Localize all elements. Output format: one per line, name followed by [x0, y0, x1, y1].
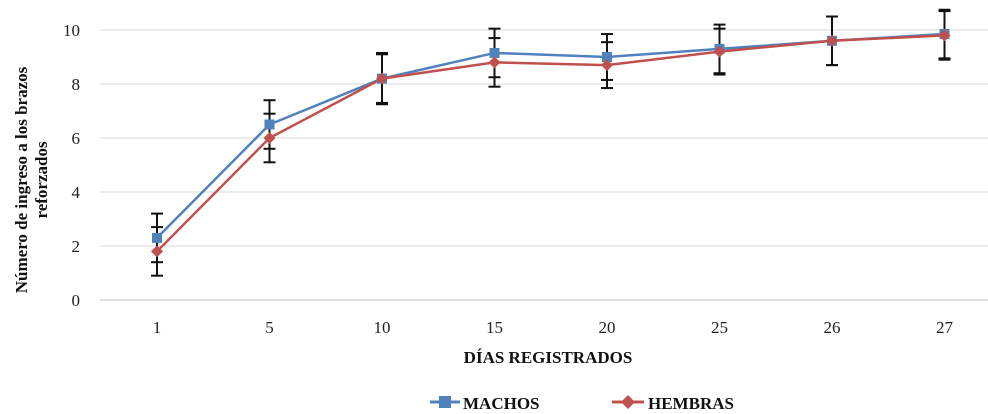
- data-point-hembras: [488, 56, 501, 69]
- data-point-hembras: [376, 72, 388, 85]
- y-tick-label: 6: [72, 129, 81, 148]
- data-point-hembras: [263, 132, 276, 144]
- series-markers: [151, 29, 951, 258]
- gridlines: [100, 29, 988, 247]
- y-axis-title-line-2: reforzados: [32, 141, 51, 218]
- series-lines: [156, 32, 945, 253]
- y-axis-title-line-1: Número de ingreso a los brazos: [12, 66, 31, 293]
- x-tick-label: 25: [711, 318, 728, 337]
- x-axis-title: DÍAS REGISTRADOS: [464, 348, 633, 367]
- x-tick-label: 20: [599, 318, 616, 337]
- y-tick-label: 0: [72, 291, 81, 310]
- x-tick-label: 5: [265, 318, 274, 337]
- data-point-hembras: [826, 34, 838, 47]
- y-tick-label: 8: [72, 75, 81, 94]
- x-tick-label: 10: [374, 318, 391, 337]
- legend-marker-hembras: [621, 395, 635, 409]
- x-tick-label: 1: [153, 318, 162, 337]
- x-tick-labels: 1 5 10 15 20 25 26 27: [153, 318, 954, 337]
- legend-label-hembras: HEMBRAS: [648, 394, 734, 413]
- data-point-machos: [489, 47, 500, 58]
- data-point-machos: [602, 52, 612, 62]
- data-point-machos: [152, 232, 162, 243]
- data-point-machos: [264, 119, 275, 130]
- error-bars: [151, 8, 951, 277]
- y-tick-labels: 0 2 4 6 8 10: [63, 21, 81, 310]
- y-axis-title: Número de ingreso a los brazos reforzado…: [12, 66, 51, 293]
- data-point-hembras: [601, 59, 613, 72]
- series-line-hembras: [156, 34, 945, 253]
- y-tick-label: 4: [72, 183, 81, 202]
- legend-marker-machos: [439, 396, 451, 408]
- legend-item-hembras: HEMBRAS: [612, 394, 734, 413]
- legend-label-machos: MACHOS: [463, 394, 540, 413]
- legend-item-machos: MACHOS: [430, 394, 540, 413]
- data-point-hembras: [938, 29, 951, 42]
- x-tick-label: 27: [936, 318, 954, 337]
- y-tick-label: 10: [63, 21, 80, 40]
- y-tick-label: 2: [72, 237, 81, 256]
- data-point-hembras: [151, 245, 163, 258]
- data-point-hembras: [713, 45, 726, 58]
- x-tick-label: 26: [824, 318, 841, 337]
- legend: MACHOS HEMBRAS: [430, 394, 734, 413]
- x-tick-label: 15: [486, 318, 503, 337]
